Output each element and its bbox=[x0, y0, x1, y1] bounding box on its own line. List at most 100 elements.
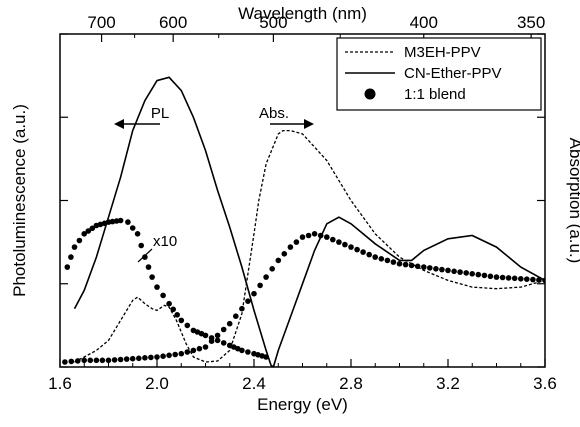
abs-arrow-head bbox=[304, 119, 314, 129]
blend-abs-point bbox=[378, 255, 385, 262]
blend-abs-point bbox=[372, 254, 379, 260]
blend-abs-point bbox=[111, 357, 118, 363]
top-tick-label: 400 bbox=[410, 13, 438, 32]
blend-abs-point bbox=[536, 277, 542, 283]
blend-abs-point bbox=[475, 271, 482, 278]
blend-abs-point bbox=[433, 266, 439, 272]
axes-group: 1.6 2.0 2.4 2.8 3.2 3.6 700 600 500 400 350 Energy … bbox=[10, 4, 580, 414]
series-line-m3eh-ppv bbox=[74, 129, 545, 363]
blend-abs-point bbox=[68, 358, 75, 365]
blend-pl-point bbox=[166, 300, 172, 307]
blend-pl-point bbox=[68, 254, 74, 260]
blend-abs-point bbox=[421, 264, 427, 270]
blend-pl-point bbox=[170, 306, 176, 313]
blend-pl-point bbox=[154, 284, 160, 290]
blend-abs-point bbox=[220, 326, 227, 333]
blend-pl-point bbox=[178, 317, 185, 324]
y-axis-title-left: Photoluminescence (a.u.) bbox=[10, 104, 29, 297]
blend-abs-point bbox=[123, 356, 130, 362]
blend-abs-point bbox=[305, 232, 312, 239]
blend-abs-point bbox=[463, 270, 470, 276]
blend-pl-point bbox=[109, 218, 116, 225]
blend-pl-point bbox=[263, 354, 269, 360]
blend-abs-point bbox=[245, 298, 251, 305]
blend-abs-point bbox=[251, 290, 257, 297]
blend-abs-point bbox=[208, 338, 215, 345]
blend-pl-point bbox=[89, 225, 96, 232]
top-axis-title: Wavelength (nm) bbox=[238, 4, 367, 23]
blend-pl-point bbox=[125, 219, 131, 225]
blend-abs-point bbox=[360, 249, 366, 255]
blend-pl-point bbox=[174, 312, 180, 318]
blend-pl-point bbox=[145, 264, 152, 270]
top-tick-label: 350 bbox=[517, 13, 545, 32]
blend-abs-point bbox=[505, 275, 512, 281]
blend-abs-point bbox=[166, 352, 172, 359]
blend-abs-point bbox=[451, 268, 457, 275]
blend-abs-point bbox=[481, 272, 488, 279]
blend-abs-point bbox=[99, 357, 106, 364]
pl-annotation: PL bbox=[151, 105, 169, 122]
legend-swatch-dot bbox=[364, 88, 376, 100]
blend-pl-point bbox=[129, 225, 136, 231]
blend-abs-point bbox=[160, 353, 166, 360]
blend-abs-point bbox=[402, 261, 409, 268]
x-tick-label: 1.6 bbox=[48, 374, 72, 393]
x-tick-label: 2.4 bbox=[242, 374, 266, 393]
x-axis-title: Energy (eV) bbox=[257, 395, 348, 414]
blend-pl-point bbox=[220, 340, 227, 346]
blend-pl-point bbox=[85, 228, 92, 234]
blend-pl-point bbox=[76, 237, 83, 244]
blend-abs-point bbox=[408, 262, 415, 269]
blend-abs-point bbox=[81, 357, 87, 364]
annotations-group: PL Abs. x10 bbox=[114, 105, 314, 263]
top-tick-label: 500 bbox=[259, 13, 287, 32]
blend-abs-point bbox=[317, 232, 324, 239]
blend-abs-point bbox=[129, 355, 136, 362]
blend-abs-point bbox=[178, 350, 185, 357]
blend-abs-point bbox=[414, 263, 421, 270]
blend-abs-point bbox=[427, 265, 433, 271]
blend-abs-point bbox=[469, 271, 476, 277]
blend-pl-point bbox=[138, 242, 144, 249]
x-tick-label: 3.2 bbox=[436, 374, 460, 393]
blend-pl-point bbox=[117, 217, 124, 224]
top-tick-label: 700 bbox=[87, 13, 115, 32]
blend-abs-point bbox=[499, 274, 506, 281]
blend-pl-point bbox=[239, 347, 245, 354]
blend-abs-point bbox=[390, 259, 397, 265]
blend-abs-point bbox=[293, 239, 300, 245]
blend-abs-point bbox=[105, 357, 112, 364]
legend-label: CN-Ether-PPV bbox=[404, 65, 502, 82]
blend-abs-point bbox=[287, 244, 294, 250]
blend-pl-point bbox=[81, 231, 87, 237]
blend-pl-point bbox=[142, 254, 148, 260]
blend-abs-point bbox=[542, 277, 545, 284]
blend-abs-point bbox=[214, 332, 221, 339]
blend-abs-point bbox=[487, 273, 494, 280]
y-axis-title-right: Absorption (a.u.) bbox=[566, 138, 580, 264]
blend-pl-point bbox=[64, 264, 71, 270]
blend-pl-point bbox=[71, 244, 78, 250]
blend-abs-point bbox=[93, 357, 100, 364]
blend-abs-point bbox=[330, 236, 336, 243]
blend-abs-point bbox=[311, 231, 318, 237]
blend-abs-point bbox=[142, 355, 148, 361]
blend-abs-point bbox=[263, 274, 269, 280]
blend-abs-point bbox=[366, 251, 373, 258]
series-line-cn-ether-ppv bbox=[73, 76, 545, 367]
blend-abs-point bbox=[439, 266, 445, 273]
blend-pl-point bbox=[149, 274, 155, 280]
blend-abs-point bbox=[184, 349, 191, 355]
blend-pl-point bbox=[214, 337, 221, 344]
x-tick-label: 2.8 bbox=[339, 374, 363, 393]
blend-abs-point bbox=[299, 234, 306, 240]
blend-pl-point bbox=[202, 332, 209, 339]
blend-pl-point bbox=[245, 349, 251, 355]
blend-pl-point bbox=[184, 322, 191, 329]
blend-abs-point bbox=[493, 274, 500, 280]
top-tick-label: 600 bbox=[159, 13, 187, 32]
blend-abs-point bbox=[396, 261, 403, 267]
series-group bbox=[62, 76, 545, 367]
